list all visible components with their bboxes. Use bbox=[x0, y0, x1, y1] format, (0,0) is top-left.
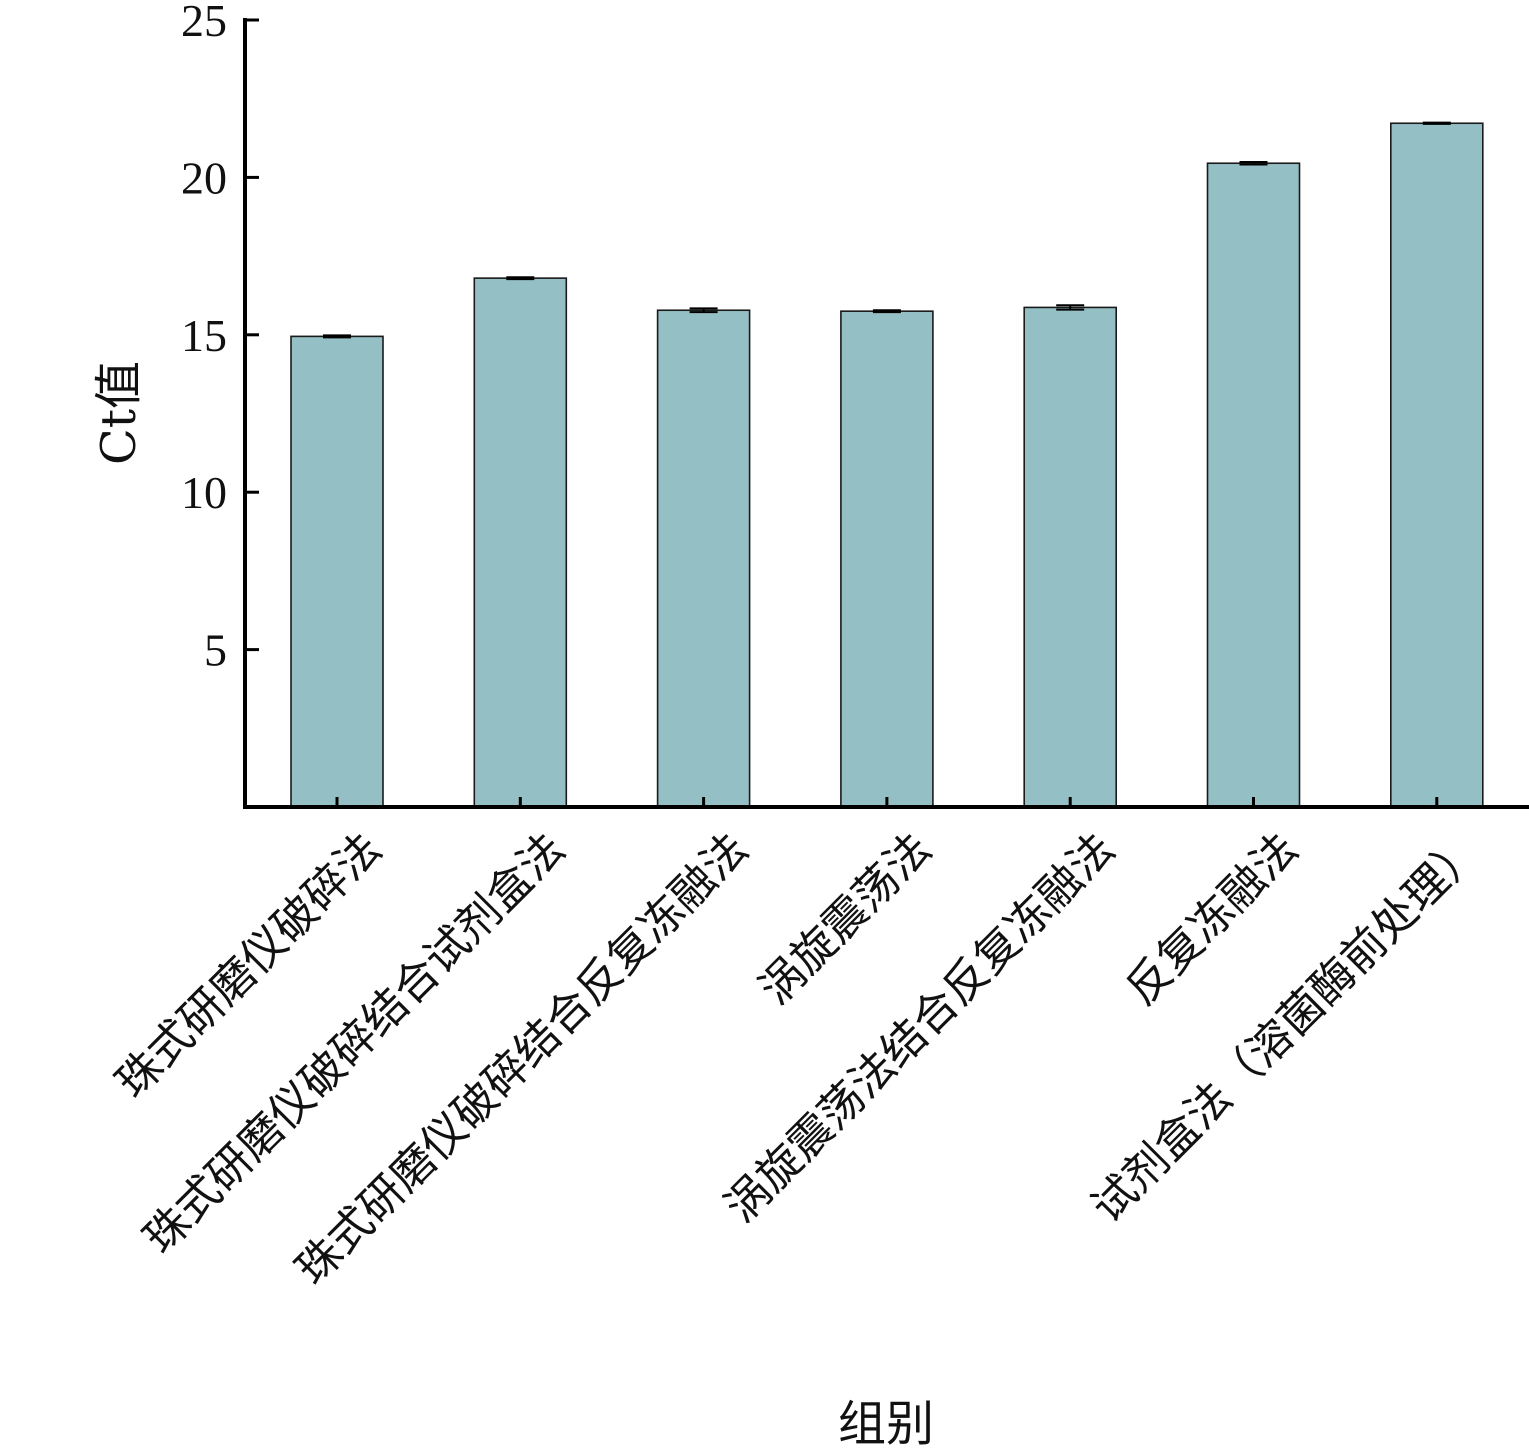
x-tick-labels-layer: 珠式研磨仪破碎法珠式研磨仪破碎结合试剂盒法珠式研磨仪破碎结合反复冻融法涡旋震荡法… bbox=[106, 823, 1491, 1295]
x-tick-label: 试剂盒法（溶菌酶前处理） bbox=[1082, 823, 1491, 1232]
y-tick-label: 10 bbox=[181, 467, 227, 518]
y-tick-label: 5 bbox=[204, 625, 227, 676]
y-tick-label: 25 bbox=[181, 0, 227, 46]
x-ticks-layer bbox=[335, 797, 1439, 807]
y-axis-title: Ct值 bbox=[91, 361, 147, 465]
y-tick-label: 15 bbox=[181, 310, 227, 361]
x-axis-title: 组别 bbox=[838, 1396, 934, 1451]
y-ticks-layer: 5 10 15 20 25 bbox=[181, 0, 259, 676]
bar bbox=[1206, 162, 1301, 808]
bar bbox=[290, 335, 384, 808]
bar bbox=[840, 310, 934, 808]
x-tick-label: 涡旋震荡法结合反复冻融法 bbox=[715, 823, 1124, 1232]
bar bbox=[473, 277, 568, 808]
bar bbox=[656, 309, 751, 808]
x-tick-label: 反复冻融法 bbox=[1116, 823, 1308, 1015]
bar bbox=[1390, 122, 1484, 808]
bar bbox=[1023, 306, 1117, 808]
error-bars-layer bbox=[323, 121, 1451, 339]
bars-layer bbox=[290, 122, 1484, 808]
x-tick-label: 涡旋震荡法 bbox=[750, 823, 942, 1015]
y-tick-label: 20 bbox=[181, 152, 227, 203]
